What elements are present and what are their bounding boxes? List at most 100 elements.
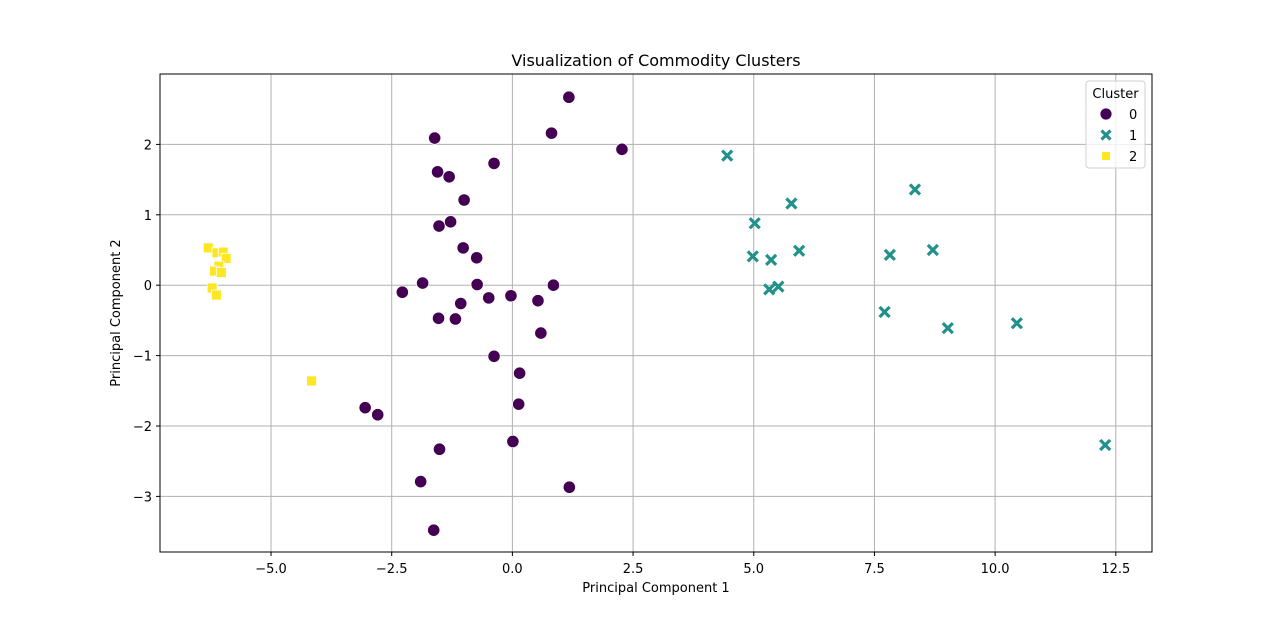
- x-tick-label: −5.0: [255, 562, 287, 577]
- legend-marker-2: [1101, 151, 1111, 161]
- data-point: [941, 322, 954, 335]
- data-point: [1010, 317, 1023, 330]
- data-point: [544, 126, 559, 140]
- marker-stroke: [878, 305, 891, 319]
- data-point: [456, 241, 470, 255]
- y-tick-label: 2: [144, 138, 152, 153]
- data-point: [512, 397, 526, 411]
- data-point: [506, 434, 520, 449]
- data-point: [487, 349, 501, 363]
- data-point: [454, 296, 468, 311]
- legend-entry-label: 1: [1129, 129, 1137, 144]
- y-axis-label: Principal Component 2: [109, 239, 124, 386]
- data-point: [562, 480, 576, 494]
- data-point: [428, 131, 442, 145]
- data-point: [448, 312, 463, 326]
- marker-stroke: [792, 244, 806, 257]
- data-point: [430, 165, 445, 179]
- legend-entry-label: 2: [1129, 150, 1137, 165]
- data-point: [792, 244, 806, 257]
- data-point: [748, 217, 761, 230]
- axis-ticks: −5.0 −2.5 0.0 2.5 5.0 7.5 10.0 12.5 −3 −2 −1 0 1 2: [133, 138, 1130, 577]
- marker-stroke: [1010, 317, 1023, 330]
- data-point: [482, 291, 496, 305]
- data-point: [763, 283, 776, 296]
- y-tick-label: −3: [133, 490, 152, 505]
- data-point: [427, 523, 441, 537]
- data-point: [306, 375, 317, 387]
- marker-stroke: [721, 149, 734, 162]
- data-point: [432, 219, 446, 233]
- marker-stroke: [908, 183, 922, 196]
- data-point: [211, 289, 222, 301]
- data-point: [470, 251, 484, 265]
- legend-title: Cluster: [1092, 87, 1139, 102]
- legend-entry-label: 0: [1129, 108, 1137, 123]
- data-point: [358, 401, 372, 415]
- data-point: [416, 276, 430, 290]
- data-points: [202, 90, 1112, 537]
- legend-marker-0: [1099, 107, 1113, 121]
- data-point: [615, 142, 629, 156]
- legend-marker-1: [1100, 129, 1112, 141]
- data-point: [883, 248, 897, 262]
- marker-stroke: [1100, 129, 1112, 141]
- data-point: [764, 253, 778, 266]
- x-tick-label: 0.0: [502, 562, 523, 577]
- data-point: [220, 253, 232, 264]
- marker-stroke: [764, 253, 778, 266]
- x-tick-label: −2.5: [376, 562, 408, 577]
- marker-stroke: [772, 280, 785, 293]
- chart-title: Visualization of Commodity Clusters: [511, 51, 800, 70]
- data-point: [457, 193, 471, 207]
- data-point: [414, 475, 428, 489]
- data-point: [562, 90, 576, 104]
- marker-stroke: [1099, 438, 1112, 452]
- data-point: [746, 250, 759, 263]
- data-point: [513, 366, 527, 380]
- data-point: [1099, 438, 1112, 452]
- marker-stroke: [763, 283, 776, 296]
- y-tick-label: −1: [133, 350, 152, 365]
- data-point: [504, 289, 518, 303]
- y-tick-label: 0: [144, 279, 152, 294]
- marker-stroke: [926, 243, 939, 257]
- series-2: [202, 242, 317, 387]
- marker-stroke: [748, 217, 761, 230]
- marker-stroke: [746, 250, 759, 263]
- data-point: [395, 285, 409, 299]
- data-point: [721, 149, 734, 162]
- y-tick-label: −2: [133, 420, 152, 435]
- data-point: [534, 326, 548, 340]
- data-point: [531, 294, 545, 308]
- y-tick-label: 1: [144, 209, 152, 224]
- x-tick-label: 12.5: [1101, 562, 1130, 577]
- x-axis-label: Principal Component 1: [582, 581, 729, 596]
- data-point: [470, 277, 484, 292]
- data-point: [772, 280, 785, 293]
- x-tick-label: 5.0: [743, 562, 764, 577]
- data-point: [444, 215, 458, 229]
- data-point: [371, 408, 385, 422]
- legend-box: [1085, 80, 1146, 169]
- data-point: [546, 278, 561, 292]
- x-tick-label: 2.5: [623, 562, 644, 577]
- marker-stroke: [785, 197, 798, 210]
- series-0: [358, 90, 629, 537]
- data-point: [878, 305, 891, 319]
- marker-stroke: [883, 248, 897, 262]
- grid-lines: [160, 74, 1152, 552]
- data-point: [487, 156, 501, 171]
- data-point: [908, 183, 922, 196]
- data-point: [215, 267, 227, 278]
- data-point: [785, 197, 798, 210]
- x-tick-label: 10.0: [981, 562, 1010, 577]
- x-tick-label: 7.5: [864, 562, 885, 577]
- marker-stroke: [941, 322, 954, 335]
- data-point: [442, 170, 456, 184]
- data-point: [431, 311, 446, 325]
- data-point: [926, 243, 939, 257]
- plot-area-frame: [159, 73, 1153, 553]
- series-1: [721, 149, 1112, 452]
